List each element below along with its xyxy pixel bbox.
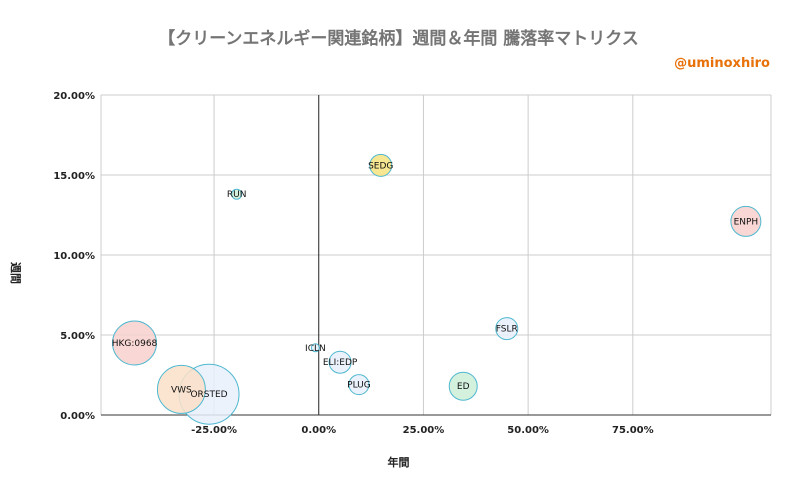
data-point [448, 371, 478, 401]
y-tick-label: 15.00% [53, 171, 95, 182]
point-label: FSLR [496, 325, 518, 335]
data-point [495, 317, 519, 341]
x-tick-label: -25.00% [191, 425, 237, 436]
y-tick-label: 5.00% [60, 331, 95, 342]
point-label: SEDG [368, 161, 393, 171]
data-point [310, 343, 320, 353]
x-tick-label: 0.00% [301, 425, 336, 436]
author-handle: @uminoxhiro [674, 56, 770, 71]
data-points: SEDG RUN ENPH FSLR HKG:0968 ICLN ELI:EDP PLUG ED… [112, 153, 762, 425]
data-point [156, 364, 206, 414]
point-label: RUN [227, 190, 247, 200]
point-label: ELI:EDP [323, 358, 358, 368]
data-point [231, 188, 243, 200]
x-tick-label: 50.00% [507, 425, 549, 436]
point-label: ENPH [734, 217, 759, 227]
point-label: ORSTED [190, 390, 227, 400]
tick-labels: 0.00% 5.00% 10.00% 15.00% 20.00% -25.00% 0.00%… [53, 91, 653, 436]
point-label: ICLN [305, 344, 326, 354]
point-label: VWS [171, 385, 192, 395]
x-tick-label: 75.00% [612, 425, 654, 436]
y-tick-label: 0.00% [60, 411, 95, 422]
chart-title: 【クリーンエネルギー関連銘柄】週間＆年間 騰落率マトリクス [158, 29, 639, 49]
y-tick-label: 10.00% [53, 251, 95, 262]
data-point [112, 320, 157, 366]
x-tick-label: 25.00% [403, 425, 445, 436]
x-axis-label: 年間 [387, 456, 410, 469]
data-point [348, 374, 370, 396]
data-point [328, 350, 352, 374]
data-point [369, 153, 393, 177]
point-label: PLUG [347, 381, 371, 391]
point-label: ED [457, 382, 470, 392]
y-tick-label: 20.00% [53, 91, 95, 102]
data-point [730, 205, 762, 237]
point-label: HKG:0968 [112, 339, 158, 349]
